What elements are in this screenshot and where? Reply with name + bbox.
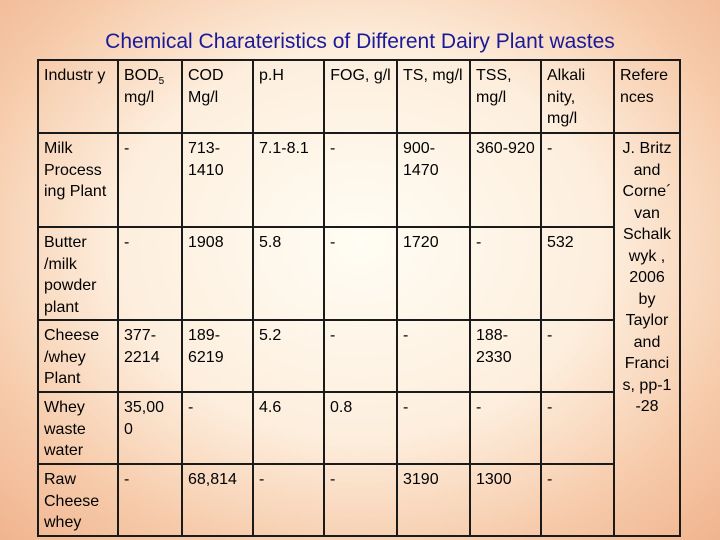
cell-references: J. Britz and Corne´ van Schalk wyk , 200… <box>613 132 681 537</box>
cell-ph: 4.6 <box>252 391 325 465</box>
header-row: Industr y BOD5 mg/l COD Mg/l p.H FOG, g/… <box>37 59 681 134</box>
cell-tss: 188-2330 <box>469 319 542 393</box>
cell-bod: - <box>117 463 183 537</box>
cell-industry: Butter /milk powder plant <box>37 226 119 321</box>
dairy-waste-table: Industr y BOD5 mg/l COD Mg/l p.H FOG, g/… <box>37 59 681 537</box>
header-bod: BOD5 mg/l <box>117 59 183 134</box>
cell-ph: 5.2 <box>252 319 325 393</box>
cell-alkalinity: - <box>540 391 615 465</box>
header-references: Refere nces <box>613 59 681 134</box>
header-tss: TSS, mg/l <box>469 59 542 134</box>
header-ph: p.H <box>252 59 325 134</box>
header-ts: TS, mg/l <box>396 59 471 134</box>
cell-tss: - <box>469 226 542 321</box>
cell-alkalinity: - <box>540 463 615 537</box>
cell-fog: - <box>323 132 398 228</box>
table-row: Raw Cheese whey - 68,814 - - 3190 1300 - <box>37 463 680 537</box>
cell-bod: 377-2214 <box>117 319 183 393</box>
cell-tss: - <box>469 391 542 465</box>
cell-fog: 0.8 <box>323 391 398 465</box>
cell-industry: Raw Cheese whey <box>37 463 119 537</box>
cell-cod: 713-1410 <box>181 132 254 228</box>
cell-alkalinity: - <box>540 132 615 228</box>
cell-bod: - <box>117 226 183 321</box>
table-row: Milk Process ing Plant - 713-1410 7.1-8.… <box>37 132 681 537</box>
cell-ph: - <box>252 463 325 537</box>
cell-fog: - <box>323 319 398 393</box>
header-bod-label: BOD <box>124 67 159 84</box>
cell-ph: 7.1-8.1 <box>252 132 325 228</box>
header-cod: COD Mg/l <box>181 59 254 134</box>
header-fog: FOG, g/l <box>323 59 398 134</box>
cell-tss: 360-920 <box>469 132 542 228</box>
cell-industry: Whey waste water <box>37 391 119 465</box>
cell-ts: - <box>396 319 471 393</box>
header-bod-unit: mg/l <box>124 88 155 106</box>
cell-bod: - <box>117 132 183 228</box>
cell-cod: 189-6219 <box>181 319 254 393</box>
cell-cod: - <box>181 391 254 465</box>
cell-alkalinity: - <box>540 319 615 393</box>
table-row: Cheese /whey Plant 377-2214 189-6219 5.2… <box>37 319 680 393</box>
cell-ts: - <box>396 391 471 465</box>
cell-ts: 900-1470 <box>396 132 471 228</box>
cell-alkalinity: 532 <box>540 226 615 321</box>
table-row: Whey waste water 35,00 0 - 4.6 0.8 - - - <box>37 391 680 465</box>
cell-industry: Cheese /whey Plant <box>37 319 119 393</box>
cell-ph: 5.8 <box>252 226 325 321</box>
cell-fog: - <box>323 226 398 321</box>
header-alkalinity: Alkali nity, mg/l <box>540 59 615 134</box>
cell-industry: Milk Process ing Plant <box>37 132 119 228</box>
cell-cod: 1908 <box>181 226 254 321</box>
cell-ts: 3190 <box>396 463 471 537</box>
header-bod-subscript: 5 <box>158 76 165 88</box>
table-row: Butter /milk powder plant - 1908 5.8 - 1… <box>37 226 680 321</box>
slide-title: Chemical Charateristics of Different Dai… <box>105 30 615 53</box>
header-industry: Industr y <box>37 59 119 134</box>
cell-fog: - <box>323 463 398 537</box>
cell-tss: 1300 <box>469 463 542 537</box>
cell-bod: 35,00 0 <box>117 391 183 465</box>
cell-cod: 68,814 <box>181 463 254 537</box>
cell-ts: 1720 <box>396 226 471 321</box>
